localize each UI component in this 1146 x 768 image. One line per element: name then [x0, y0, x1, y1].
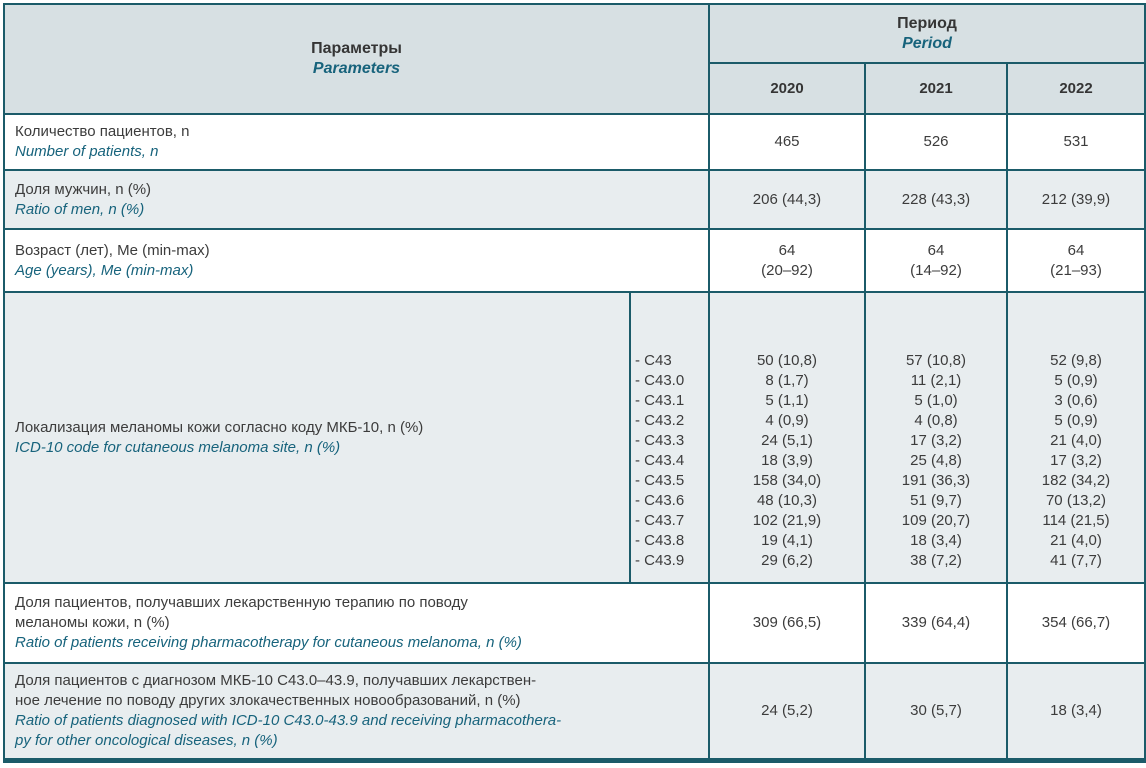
row-label-cell: Доля пациентов с диагнозом МКБ-10 C43.0–…: [3, 662, 710, 762]
value-cell-2022: 531: [1006, 113, 1146, 171]
value-cell-2021: 64 (14–92): [864, 228, 1008, 293]
parameters-header-en: Parameters: [312, 60, 401, 77]
period-header-ru: Период: [897, 14, 957, 32]
value-cell-2020: 206 (44,3): [708, 169, 866, 230]
parameters-header-ru: Параметры: [311, 40, 402, 57]
value-cell-2022: 18 (3,4): [1006, 662, 1146, 762]
row-label-cell: Доля мужчин, n (%) Ratio of men, n (%): [3, 169, 710, 230]
period-header-en: Period: [902, 34, 952, 52]
value-cell-2022: 212 (39,9): [1006, 169, 1146, 230]
header-row-period: Параметры Parameters Период Period: [3, 3, 1146, 115]
row-label-en: Ratio of men, n (%): [15, 200, 145, 218]
row-label-ru: Доля пациентов, получавших лекарственную…: [15, 594, 468, 631]
value-cell-2020: 24 (5,2): [708, 662, 866, 762]
icd-codes-list: - C43 - C43.0 - C43.1 - C43.2 - C43.3 - …: [629, 291, 710, 584]
year-header-2021: 2021: [864, 62, 1008, 115]
patients-by-period-table: Параметры Parameters Период Period 2020 …: [3, 3, 1146, 763]
row-label-cell: Возраст (лет), Me (min-max) Age (years),…: [3, 228, 710, 293]
table-row-pharmacotherapy-other: Доля пациентов с диагнозом МКБ-10 C43.0–…: [3, 662, 1146, 762]
row-label-en: Ratio of patients receiving pharmacother…: [15, 634, 522, 651]
row-label-en: Number of patients, n: [15, 143, 159, 160]
table-row-icd10-site: Локализация меланомы кожи согласно коду …: [3, 291, 1146, 584]
row-label-ru: Возраст (лет), Me (min-max): [15, 241, 210, 259]
row-label-en: Ratio of patients diagnosed with ICD-10 …: [15, 712, 562, 749]
table-row-ratio-of-men: Доля мужчин, n (%) Ratio of men, n (%) 2…: [3, 169, 1146, 230]
row-label-ru: Количество пациентов, n: [15, 123, 190, 140]
icd-values-2022: 52 (9,8) 5 (0,9) 3 (0,6) 5 (0,9) 21 (4,0…: [1006, 291, 1146, 584]
table-row-pharmacotherapy-melanoma: Доля пациентов, получавших лекарственную…: [3, 582, 1146, 664]
value-cell-2021: 526: [864, 113, 1008, 171]
value-cell-2022: 64 (21–93): [1006, 228, 1146, 293]
table-row-age: Возраст (лет), Me (min-max) Age (years),…: [3, 228, 1146, 293]
value-cell-2020: 309 (66,5): [708, 582, 866, 664]
year-header-2022: 2022: [1006, 62, 1146, 115]
icd-label-cell: Локализация меланомы кожи согласно коду …: [3, 291, 631, 584]
row-label-cell: Количество пациентов, n Number of patien…: [3, 113, 710, 171]
period-header-cell: Период Period: [708, 3, 1146, 64]
icd-label-en: ICD-10 code for cutaneous melanoma site,…: [15, 438, 341, 456]
value-cell-2021: 30 (5,7): [864, 662, 1008, 762]
parameters-header-cell: Параметры Parameters: [3, 3, 710, 115]
header-row-years: 2020 2021 2022: [4, 62, 1146, 115]
value-cell-2021: 228 (43,3): [864, 169, 1008, 230]
value-cell-2021: 339 (64,4): [864, 582, 1008, 664]
year-header-2020: 2020: [708, 62, 866, 115]
row-label-ru: Доля пациентов с диагнозом МКБ-10 C43.0–…: [15, 672, 537, 709]
value-cell-2022: 354 (66,7): [1006, 582, 1146, 664]
icd-values-2021: 57 (10,8) 11 (2,1) 5 (1,0) 4 (0,8) 17 (3…: [864, 291, 1008, 584]
value-cell-2020: 64 (20–92): [708, 228, 866, 293]
row-label-cell: Доля пациентов, получавших лекарственную…: [3, 582, 710, 664]
row-label-en: Age (years), Me (min-max): [15, 261, 194, 279]
table-row-number-of-patients: Количество пациентов, n Number of patien…: [3, 113, 1146, 171]
value-cell-2020: 465: [708, 113, 866, 171]
row-label-ru: Доля мужчин, n (%): [15, 180, 152, 198]
icd-label-ru: Локализация меланомы кожи согласно коду …: [15, 418, 424, 436]
icd-values-2020: 50 (10,8) 8 (1,7) 5 (1,1) 4 (0,9) 24 (5,…: [708, 291, 866, 584]
